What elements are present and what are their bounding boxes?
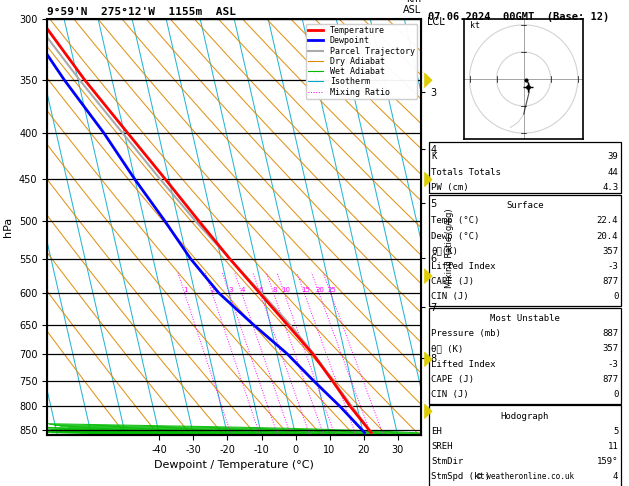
Text: 6: 6 (259, 287, 264, 293)
Text: CIN (J): CIN (J) (431, 292, 469, 301)
Text: 22.4: 22.4 (597, 216, 618, 226)
Y-axis label: hPa: hPa (3, 217, 13, 237)
Text: 15: 15 (301, 287, 310, 293)
Legend: Temperature, Dewpoint, Parcel Trajectory, Dry Adiabat, Wet Adiabat, Isotherm, Mi: Temperature, Dewpoint, Parcel Trajectory… (306, 24, 417, 99)
Text: Mixing Ratio (g/kg): Mixing Ratio (g/kg) (445, 208, 454, 288)
Text: θᴇ (K): θᴇ (K) (431, 345, 464, 353)
Text: 11: 11 (608, 442, 618, 451)
Text: SREH: SREH (431, 442, 453, 451)
Text: 4.3: 4.3 (602, 183, 618, 191)
Text: StmDir: StmDir (431, 457, 464, 467)
Text: 8: 8 (272, 287, 277, 293)
Text: 44: 44 (608, 168, 618, 176)
Text: Surface: Surface (506, 201, 543, 210)
Text: 357: 357 (602, 246, 618, 256)
Text: CAPE (J): CAPE (J) (431, 375, 474, 383)
Text: Pressure (mb): Pressure (mb) (431, 330, 501, 338)
Text: © weatheronline.co.uk: © weatheronline.co.uk (477, 472, 574, 481)
Text: 4: 4 (613, 472, 618, 482)
Text: 5: 5 (613, 427, 618, 436)
Text: LCL: LCL (427, 17, 445, 27)
Text: 20: 20 (316, 287, 325, 293)
Text: 39: 39 (608, 153, 618, 161)
Text: 1: 1 (184, 287, 188, 293)
Text: 159°: 159° (597, 457, 618, 467)
Text: Lifted Index: Lifted Index (431, 360, 496, 368)
Text: 2: 2 (211, 287, 215, 293)
Text: 3: 3 (228, 287, 233, 293)
Text: Hodograph: Hodograph (501, 412, 549, 421)
Text: kt: kt (469, 20, 479, 30)
Text: Dewp (°C): Dewp (°C) (431, 231, 480, 241)
Text: CAPE (J): CAPE (J) (431, 277, 474, 286)
Text: 4: 4 (241, 287, 245, 293)
Text: Temp (°C): Temp (°C) (431, 216, 480, 226)
Text: -3: -3 (608, 261, 618, 271)
Text: 877: 877 (602, 277, 618, 286)
Text: 10: 10 (281, 287, 290, 293)
X-axis label: Dewpoint / Temperature (°C): Dewpoint / Temperature (°C) (154, 460, 314, 470)
Text: K: K (431, 153, 437, 161)
Text: 20.4: 20.4 (597, 231, 618, 241)
Text: PW (cm): PW (cm) (431, 183, 469, 191)
Text: 0: 0 (613, 390, 618, 399)
Text: StmSpd (kt): StmSpd (kt) (431, 472, 491, 482)
Text: 25: 25 (328, 287, 336, 293)
Text: -3: -3 (608, 360, 618, 368)
Text: CIN (J): CIN (J) (431, 390, 469, 399)
Text: Lifted Index: Lifted Index (431, 261, 496, 271)
Text: 0: 0 (613, 292, 618, 301)
Text: θᴇ(K): θᴇ(K) (431, 246, 459, 256)
Text: Totals Totals: Totals Totals (431, 168, 501, 176)
Text: 887: 887 (602, 330, 618, 338)
Text: 07.06.2024  00GMT  (Base: 12): 07.06.2024 00GMT (Base: 12) (428, 12, 610, 22)
Text: 357: 357 (602, 345, 618, 353)
Text: Most Unstable: Most Unstable (490, 314, 560, 323)
Text: 9°59'N  275°12'W  1155m  ASL: 9°59'N 275°12'W 1155m ASL (47, 7, 236, 17)
Text: EH: EH (431, 427, 442, 436)
Text: 877: 877 (602, 375, 618, 383)
Text: km
ASL: km ASL (403, 0, 421, 15)
